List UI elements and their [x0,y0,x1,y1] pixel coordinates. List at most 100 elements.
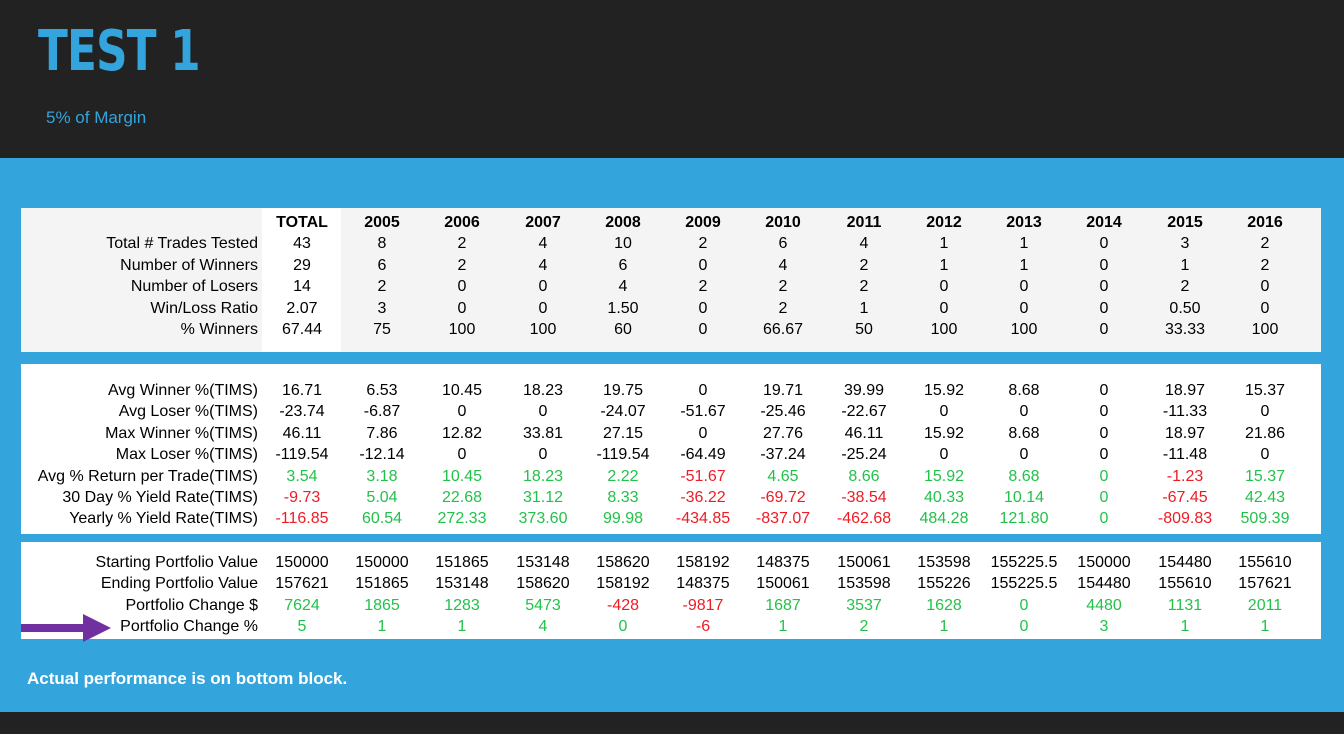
column-header: 2016 [1247,214,1283,231]
table-row: Number of Winners 29 6 2 4 6 0 4 2 1 1 0 1 2 [21,255,1321,276]
row-label: Max Loser %(TIMS) [115,446,258,464]
table-cell: 0.50 [1169,299,1201,317]
table-cell: 7624 [284,596,320,614]
table-cell: 8.33 [607,489,639,506]
table-cell: 2 [1180,278,1190,296]
table-cell: 4 [538,618,548,636]
table-cell: 2.22 [607,467,639,485]
table-cell: 14 [293,278,311,296]
table-cell: 1 [939,256,949,274]
table-cell: 3 [1180,235,1190,253]
table-row: Number of Losers 14 2 0 0 4 2 2 2 0 0 0 2 0 [21,276,1321,297]
table-cell: 158192 [596,575,650,593]
table-cell: -809.83 [1157,510,1213,528]
table-cell: 21.86 [1244,424,1286,442]
table-cell: -12.14 [359,446,405,464]
table-cell: 2 [778,299,788,317]
table-cell: 155226 [917,575,971,593]
table-cell: 153148 [516,554,570,571]
column-header: 2011 [846,214,882,231]
table-cell: 0 [1099,256,1109,274]
table-cell: 150061 [837,554,891,571]
total-column-highlight [262,208,341,352]
column-header: TOTAL [276,214,328,231]
table-cell: 2011 [1247,596,1283,614]
table-cell: 2 [698,278,708,296]
table-cell: 158620 [516,575,570,593]
table-cell: 0 [457,446,467,464]
table-cell: 15.92 [923,382,965,399]
table-cell: 27.76 [762,424,804,442]
table-cell: 1 [1019,235,1029,253]
table-cell: 10 [614,235,632,253]
table-cell: 0 [1099,467,1109,485]
table-cell: 0 [698,299,708,317]
table-cell: 18.97 [1164,424,1206,442]
table-cell: 155225.5 [990,554,1058,571]
table-cell: -24.07 [600,403,646,421]
table-cell: 5 [297,618,307,636]
table-cell: 373.60 [518,510,568,528]
table-cell: 15.92 [923,424,965,442]
table-cell: -428 [606,596,640,614]
table-cell: 2 [1260,235,1270,253]
table-cell: 153598 [917,554,971,571]
table-cell: 148375 [756,554,810,571]
table-cell: 15.92 [923,467,965,485]
table-cell: 0 [1099,299,1109,317]
table-cell: -64.49 [680,446,726,464]
table-cell: -67.45 [1162,489,1208,506]
table-cell: 157621 [1238,575,1292,593]
column-header: 2013 [1006,214,1042,231]
table-cell: -119.54 [596,446,650,464]
table-cell: 155225.5 [990,575,1058,593]
table-cell: -25.24 [841,446,887,464]
table-cell: 151865 [435,554,489,571]
table-cell: 60.54 [361,510,403,528]
table-cell: 0 [1099,446,1109,464]
column-header: 2005 [364,214,400,231]
table-cell: 16.71 [281,382,323,399]
table-cell: 0 [1019,278,1029,296]
table-cell: 0 [1019,446,1029,464]
row-label: Total # Trades Tested [106,235,258,253]
table-cell: 100 [1251,321,1279,338]
table-cell: 0 [457,299,467,317]
table-cell: 4 [778,256,788,274]
table-cell: 6 [778,235,788,253]
table-row: Starting Portfolio Value 150000 150000 1518… [21,552,1321,573]
table-cell: 60 [614,321,632,338]
table-cell: 100 [448,321,476,338]
table-cell: 0 [457,403,467,421]
table-cell: 150061 [756,575,810,593]
row-label: Number of Winners [120,256,258,274]
table-cell: 33.33 [1164,321,1206,338]
table-cell: 0 [1260,278,1270,296]
table-cell: 3537 [846,596,882,614]
table-row: Yearly % Yield Rate(TIMS) -116.85 60.54 272… [21,508,1321,529]
table-cell: 0 [1099,278,1109,296]
row-label: Starting Portfolio Value [95,554,258,571]
table-cell: 3 [1099,618,1109,636]
table-row: Total # Trades Tested 43 8 2 4 10 2 6 4 1 1 0 3 2 [21,233,1321,254]
table-cell: 8.68 [1008,467,1040,485]
table-cell: 0 [1260,299,1270,317]
table-cell: 0 [1019,299,1029,317]
table-cell: 154480 [1158,554,1212,571]
table-cell: 1 [1019,256,1029,274]
table-cell: 19.71 [762,382,804,399]
page-subtitle: 5% of Margin [46,108,147,127]
table-cell: 4 [618,278,628,296]
table-cell: 154480 [1077,575,1131,593]
page-title: TEST 1 [38,19,201,84]
table-cell: 157621 [275,575,329,593]
row-label: Avg % Return per Trade(TIMS) [37,467,258,485]
table-cell: 158192 [676,554,730,571]
table-cell: 1628 [926,596,962,614]
table-row: 30 Day % Yield Rate(TIMS) -9.73 5.04 22.68 3… [21,487,1321,508]
table-cell: 0 [618,618,628,636]
table-cell: 75 [373,321,391,338]
row-label: Ending Portfolio Value [100,575,258,593]
table-cell: 2 [859,618,869,636]
table-cell: 66.67 [762,321,804,338]
